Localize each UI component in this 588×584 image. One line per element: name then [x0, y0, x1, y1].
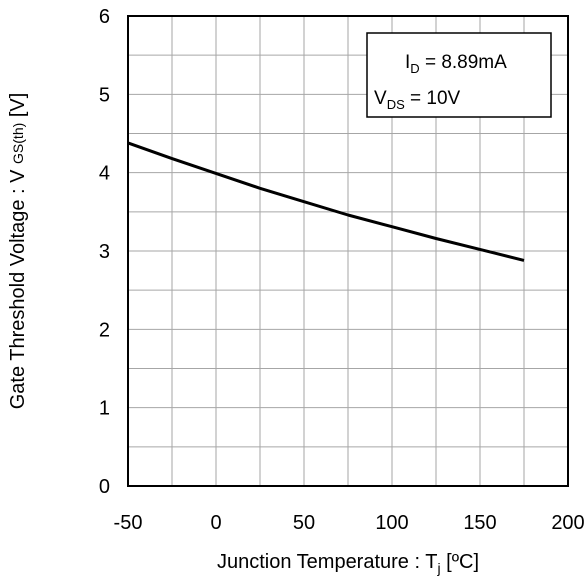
x-axis-label: Junction Temperature : Tj [ºC] [217, 551, 479, 576]
series-layer [127, 141, 525, 262]
y-tick-labels: 0 1 2 3 4 5 6 [99, 6, 110, 498]
y-axis-label: Gate Threshold Voltage : V GS(th) [V] [7, 93, 29, 410]
conditions-box: ID = 8.89mA VDS = 10V [366, 32, 552, 118]
x-tick-label: 100 [375, 512, 408, 534]
y-tick-label: 2 [99, 319, 110, 341]
x-tick-labels: -50 0 50 100 150 200 [114, 512, 585, 534]
conditions-box-frame [366, 32, 552, 118]
x-tick-label: 50 [293, 512, 315, 534]
y-tick-label: 0 [99, 476, 110, 498]
x-tick-label: 150 [463, 512, 496, 534]
series-line [127, 141, 525, 262]
y-tick-label: 1 [99, 398, 110, 420]
plot-frame [127, 15, 569, 487]
y-tick-label: 6 [99, 6, 110, 28]
x-tick-label: -50 [114, 512, 143, 534]
y-tick-label: 5 [99, 84, 110, 106]
x-tick-label: 0 [210, 512, 221, 534]
y-tick-label: 4 [99, 163, 110, 185]
y-tick-label: 3 [99, 241, 110, 263]
condition-id: ID = 8.89mA [405, 52, 507, 76]
condition-vds: VDS = 10V [374, 88, 461, 112]
x-tick-label: 200 [551, 512, 584, 534]
